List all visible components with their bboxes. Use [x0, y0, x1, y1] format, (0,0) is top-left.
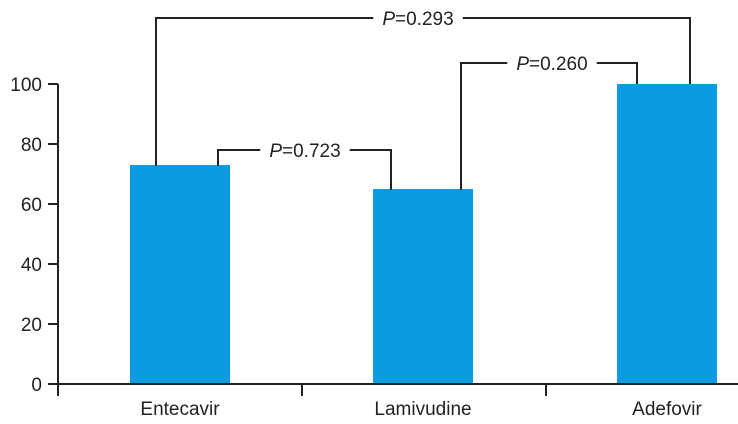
- y-tick-label: 60: [21, 195, 42, 216]
- axes-group: [50, 84, 738, 394]
- significance-brackets: P=0.723 P=0.260 P=0.293: [155, 9, 691, 190]
- bracket-line-left: [155, 17, 374, 166]
- bracket-line-right: [462, 17, 691, 84]
- bracket-line-left: [217, 149, 261, 166]
- bar-adefovir: [617, 84, 717, 384]
- bars-group: [130, 84, 717, 384]
- x-category-label: Lamivudine: [374, 399, 471, 420]
- bracket-line-right: [349, 149, 392, 190]
- x-category-label: Adefovir: [632, 399, 702, 420]
- bracket-line-right: [596, 62, 638, 84]
- y-tick-label: 20: [21, 315, 42, 336]
- y-tick-label: 80: [21, 135, 42, 156]
- bar-entecavir: [130, 165, 230, 384]
- bracket-line-left: [460, 62, 508, 190]
- y-ticks-group: 0 20 40 60 80 100: [10, 75, 58, 396]
- x-ticks-group: Entecavir Lamivudine Adefovir: [57, 384, 703, 420]
- p-value-label: P=0.723: [269, 141, 340, 162]
- p-value-label: P=0.260: [516, 54, 587, 75]
- p-value-label: P=0.293: [382, 9, 453, 30]
- bar-lamivudine: [373, 189, 473, 384]
- x-category-label: Entecavir: [140, 399, 220, 420]
- y-tick-label: 0: [31, 375, 42, 396]
- y-tick-label: 100: [10, 75, 42, 96]
- y-tick-label: 40: [21, 255, 42, 276]
